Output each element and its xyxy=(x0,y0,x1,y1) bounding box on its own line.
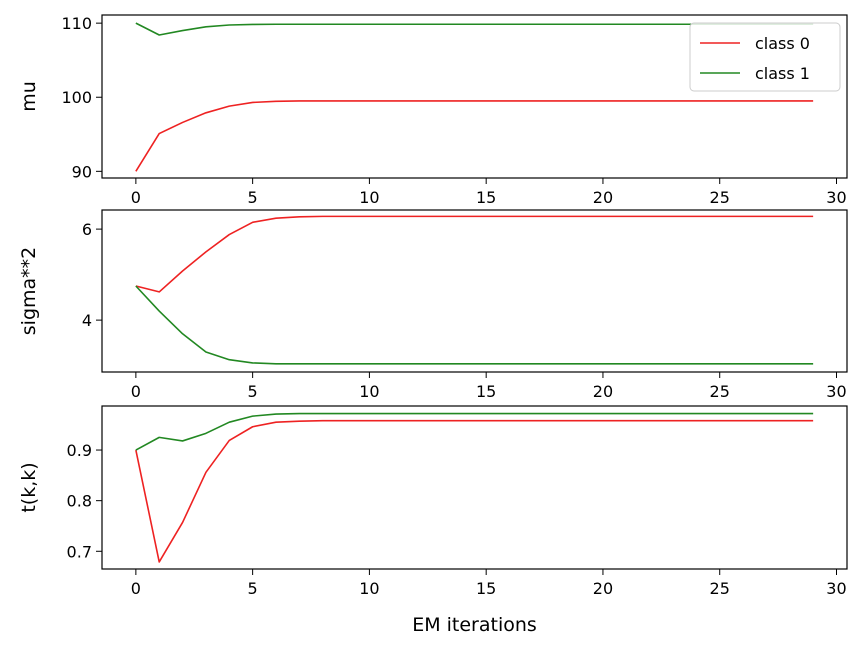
x-tick-label: 20 xyxy=(593,382,613,401)
x-tick-label: 5 xyxy=(248,188,258,207)
x-tick-label: 25 xyxy=(710,188,730,207)
x-tick-label: 25 xyxy=(710,382,730,401)
x-tick-label: 30 xyxy=(826,382,846,401)
axes-frame xyxy=(101,14,848,179)
x-tick-label: 10 xyxy=(359,188,379,207)
y-axis-label: sigma**2 xyxy=(18,247,40,335)
y-tick-label: 0.9 xyxy=(67,441,92,460)
y-axis-label: t(k,k) xyxy=(18,462,40,512)
x-tick-label: 0 xyxy=(131,188,141,207)
subplot-1: 0 5 10 15 20 25 30 4 6 sigma**2 xyxy=(18,209,848,401)
legend-label: class 0 xyxy=(755,34,810,53)
series-line-class-0 xyxy=(135,419,814,563)
y-tick-label: 6 xyxy=(82,220,92,239)
x-tick-label: 15 xyxy=(476,188,496,207)
legend-box xyxy=(689,22,841,92)
y-tick-label: 90 xyxy=(72,162,92,181)
axes-frame xyxy=(101,405,848,570)
x-tick-label: 0 xyxy=(131,579,141,598)
x-tick-label: 5 xyxy=(248,382,258,401)
y-tick-label: 100 xyxy=(61,88,92,107)
series-line-class-1 xyxy=(135,285,814,365)
y-tick-label: 0.8 xyxy=(67,492,92,511)
x-tick-label: 30 xyxy=(826,188,846,207)
y-tick-label: 110 xyxy=(61,14,92,33)
legend: class 0 class 1 xyxy=(689,22,841,92)
y-tick-label: 4 xyxy=(82,311,92,330)
series-line-class-0 xyxy=(135,100,814,172)
series-line-class-0 xyxy=(135,215,814,293)
x-tick-label: 20 xyxy=(593,579,613,598)
axes-frame xyxy=(101,209,848,373)
x-tick-label: 10 xyxy=(359,382,379,401)
x-tick-label: 0 xyxy=(131,382,141,401)
subplot-0: 0 5 10 15 20 25 30 90 100 110 mu class 0 class 1 xyxy=(18,14,848,207)
x-tick-label: 20 xyxy=(593,188,613,207)
x-tick-label: 15 xyxy=(476,579,496,598)
y-tick-label: 0.7 xyxy=(67,542,92,561)
x-tick-label: 30 xyxy=(826,579,846,598)
x-axis-label: EM iterations xyxy=(412,614,537,636)
x-tick-label: 15 xyxy=(476,382,496,401)
subplot-2: 0 5 10 15 20 25 30 0.7 0.8 0.9 t(k,k) xyxy=(18,405,848,598)
legend-label: class 1 xyxy=(755,64,810,83)
y-axis-label: mu xyxy=(18,81,40,112)
series-line-class-1 xyxy=(135,412,814,451)
x-tick-label: 5 xyxy=(248,579,258,598)
x-tick-label: 10 xyxy=(359,579,379,598)
x-tick-label: 25 xyxy=(710,579,730,598)
